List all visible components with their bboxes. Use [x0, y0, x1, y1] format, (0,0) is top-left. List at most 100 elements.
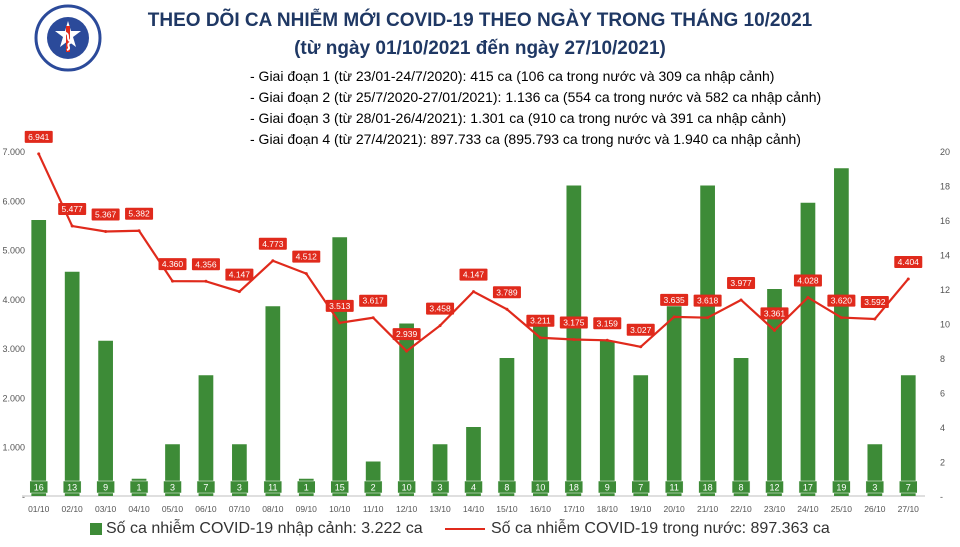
legend-bars: Số ca nhiễm COVID-19 nhập cảnh: 3.222 ca: [90, 520, 423, 538]
line-value-label: 4.147: [463, 270, 485, 280]
bar-value-box: [598, 480, 617, 494]
x-tick-label: 02/10: [62, 504, 84, 514]
legend-bars-label: Số ca nhiễm COVID-19 nhập cảnh: 3.222 ca: [106, 520, 423, 537]
bar-value-label: 2: [371, 483, 376, 493]
line-value-label: 4.404: [898, 257, 920, 267]
bar-value-box: [631, 480, 650, 494]
line-value-box: [693, 294, 722, 307]
line-point: [104, 229, 108, 233]
x-tick-label: 15/10: [496, 504, 518, 514]
line-value-box: [827, 294, 856, 307]
bar-value-label: 4: [471, 483, 476, 493]
line-value-label: 3.361: [764, 308, 786, 318]
y-right-tick-label: 10: [940, 320, 950, 330]
line-value-label: 4.028: [797, 275, 819, 285]
line-value-box: [660, 293, 689, 306]
y-right-tick-label: 2: [940, 458, 945, 468]
line-value-box: [727, 276, 756, 289]
legend-line: Số ca nhiễm COVID-19 trong nước: 897.363…: [445, 520, 830, 538]
bar-value-box: [430, 480, 450, 494]
line-point: [706, 316, 710, 320]
bar-value-label: 3: [872, 483, 877, 493]
line-value-box: [325, 299, 354, 312]
line-point: [605, 338, 609, 342]
bar-value-label: 15: [335, 483, 345, 493]
line-value-label: 3.592: [864, 297, 886, 307]
line-point: [538, 336, 542, 340]
line-value-label: 3.977: [730, 278, 752, 288]
period-note-2: - Giai đoạn 2 (từ 25/7/2020-27/01/2021):…: [250, 89, 822, 105]
bar-value-label: 3: [170, 483, 175, 493]
line-value-label: 4.773: [262, 239, 284, 249]
x-tick-label: 20/10: [664, 504, 686, 514]
line-value-box: [526, 314, 555, 327]
x-tick-label: 19/10: [630, 504, 652, 514]
bar: [800, 202, 816, 496]
y-right-tick-label: 4: [940, 423, 945, 433]
line-point: [171, 279, 174, 283]
y-right-tick-label: 8: [940, 354, 945, 364]
x-tick-label: 11/10: [363, 504, 384, 514]
bar-value-label: 12: [769, 483, 779, 493]
x-tick-label: 26/10: [864, 504, 886, 514]
bar-value-label: 8: [739, 483, 744, 493]
bar: [733, 358, 749, 496]
legend-line-label: Số ca nhiễm COVID-19 trong nước: 897.363…: [491, 520, 830, 537]
bar-value-box: [330, 480, 349, 494]
x-tick-label: 07/10: [229, 504, 251, 514]
x-tick-label: 24/10: [797, 504, 819, 514]
x-tick-label: 25/10: [831, 504, 853, 514]
bar: [666, 306, 682, 496]
line-value-box: [125, 207, 154, 220]
bar-value-label: 1: [137, 483, 142, 493]
bar-value-box: [899, 480, 918, 494]
bar-value-box: [62, 480, 82, 494]
period-note-4: - Giai đoạn 4 (từ 27/4/2021): 897.733 ca…: [250, 131, 801, 147]
line-value-label: 3.635: [664, 295, 686, 305]
bar-value-label: 7: [906, 483, 911, 493]
y-right-tick-label: -: [940, 492, 943, 502]
line-value-box: [158, 258, 187, 271]
x-tick-label: 09/10: [296, 504, 318, 514]
bar-value-box: [230, 480, 249, 494]
line-value-box: [91, 208, 120, 221]
y-right-tick-label: 18: [940, 182, 950, 192]
bar-value-box: [196, 480, 216, 494]
line-value-box: [58, 203, 87, 216]
line-value-label: 3.211: [530, 316, 551, 326]
bar-value-box: [531, 480, 550, 494]
line-value-label: 3.618: [697, 296, 719, 306]
period-note-1: - Giai đoạn 1 (từ 23/01-24/7/2020): 415 …: [250, 68, 775, 84]
line-value-label: 5.477: [62, 204, 84, 214]
x-tick-label: 06/10: [195, 504, 217, 514]
bar: [700, 185, 715, 496]
x-tick-label: 01/10: [28, 504, 50, 514]
bar: [900, 375, 916, 496]
bar: [533, 323, 548, 496]
line-value-box: [626, 323, 655, 336]
line-point: [37, 152, 41, 156]
bar-value-box: [464, 480, 483, 494]
line-point: [271, 259, 275, 263]
y-right-tick-label: 12: [940, 285, 950, 295]
ministry-of-health-emblem-icon: [34, 4, 102, 72]
x-tick-label: 05/10: [162, 504, 184, 514]
bar-value-label: 7: [203, 483, 208, 493]
chart-title: THEO DÕI CA NHIỄM MỚI COVID-19 THEO NGÀY…: [147, 10, 813, 31]
line-point: [237, 290, 241, 294]
bar-value-label: 7: [638, 483, 643, 493]
line-point: [204, 279, 208, 283]
line-point: [839, 316, 843, 320]
period-note-3: - Giai đoạn 3 (từ 28/01-26/4/2021): 1.30…: [250, 110, 787, 126]
line-value-box: [191, 258, 220, 271]
line-point: [572, 338, 576, 342]
x-tick-label: 12/10: [396, 504, 418, 514]
line-value-label: 4.356: [195, 259, 217, 269]
bar-value-box: [297, 480, 316, 494]
line-value-box: [24, 130, 53, 143]
bar-value-box: [664, 480, 684, 494]
bar-value-label: 11: [268, 483, 277, 493]
bar-value-label: 19: [836, 483, 846, 493]
line-value-box: [392, 328, 421, 341]
line-point: [639, 345, 643, 349]
